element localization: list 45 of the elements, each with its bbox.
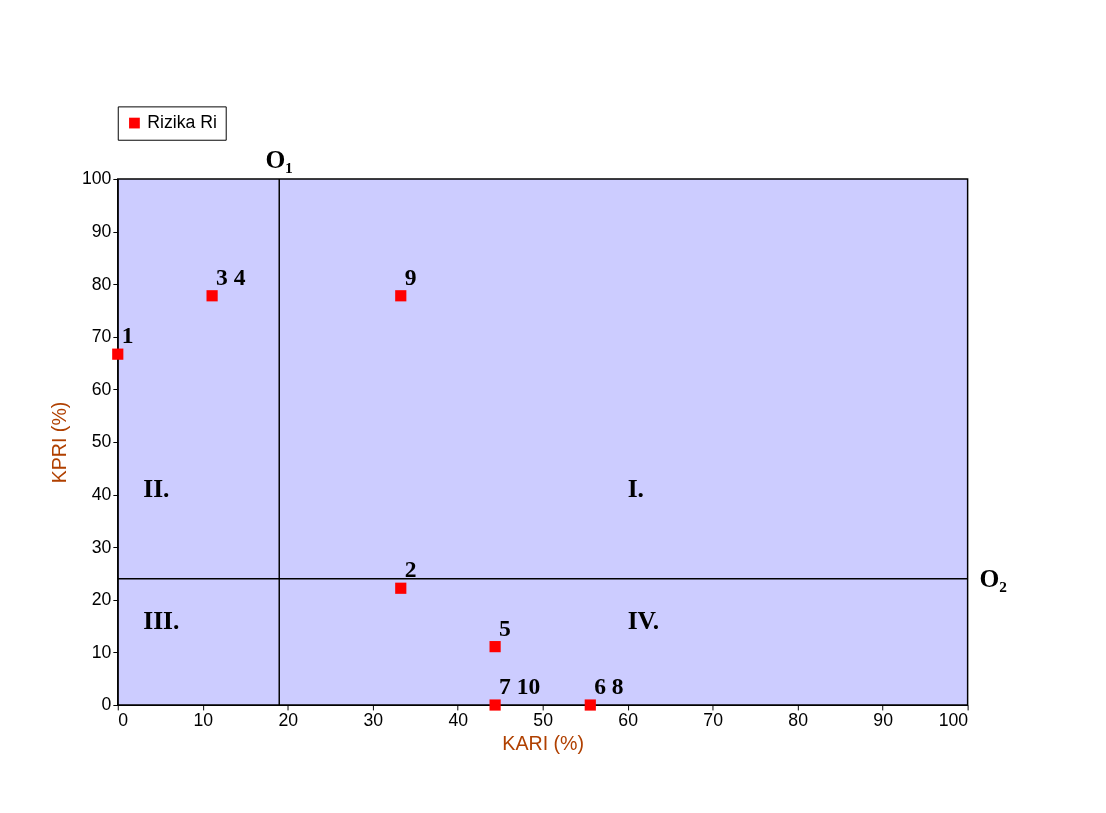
y-tick-label: 30 [91, 536, 112, 557]
annotation: III. [143, 605, 180, 635]
x-tick-label: 100 [938, 710, 969, 731]
y-tick-label: 40 [91, 484, 112, 505]
point [395, 582, 407, 594]
point [395, 290, 407, 302]
annotation: I. [627, 474, 644, 504]
y-tick-label: 100 [81, 168, 112, 189]
point [489, 641, 501, 653]
point [489, 699, 501, 711]
annotation: 2 [404, 556, 417, 583]
point [112, 348, 124, 360]
x-tick-label: 10 [193, 710, 214, 731]
y-axis-title: KPRI (%) [48, 401, 71, 484]
annotation: 6 8 [594, 673, 624, 700]
annotation: 3 4 [216, 263, 246, 290]
x-tick-label: 20 [278, 710, 299, 731]
x-tick-label: 60 [618, 710, 639, 731]
x-tick-label: 30 [363, 710, 384, 731]
x-tick-label: 50 [533, 710, 554, 731]
annotation: IV. [627, 605, 660, 635]
x-tick-label: 0 [118, 710, 129, 731]
y-tick-label: 10 [91, 641, 112, 662]
y-tick-label: 20 [91, 589, 112, 610]
y-tick-label: 60 [91, 378, 112, 399]
y-tick-label: 80 [91, 273, 112, 294]
y-tick-label: 70 [91, 326, 112, 347]
ref-line-label: O₂ [979, 563, 1007, 593]
annotation: 7 10 [499, 673, 541, 700]
x-tick-label: 70 [703, 710, 724, 731]
point [584, 699, 596, 711]
x-axis-title: KARI (%) [502, 731, 585, 754]
y-tick-label: 0 [101, 694, 112, 715]
x-tick-label: 40 [448, 710, 469, 731]
annotation: 1 [121, 322, 134, 349]
x-tick-label: 80 [788, 710, 809, 731]
legend-label: Rizika Ri [147, 111, 217, 132]
point [206, 290, 218, 302]
annotation: 5 [499, 614, 511, 641]
annotation: II. [143, 474, 170, 504]
ref-line-label: O₁ [265, 145, 293, 175]
y-tick-label: 50 [91, 431, 112, 452]
y-tick-label: 90 [91, 221, 112, 241]
annotation: 9 [404, 263, 417, 290]
x-tick-label: 90 [873, 710, 894, 731]
